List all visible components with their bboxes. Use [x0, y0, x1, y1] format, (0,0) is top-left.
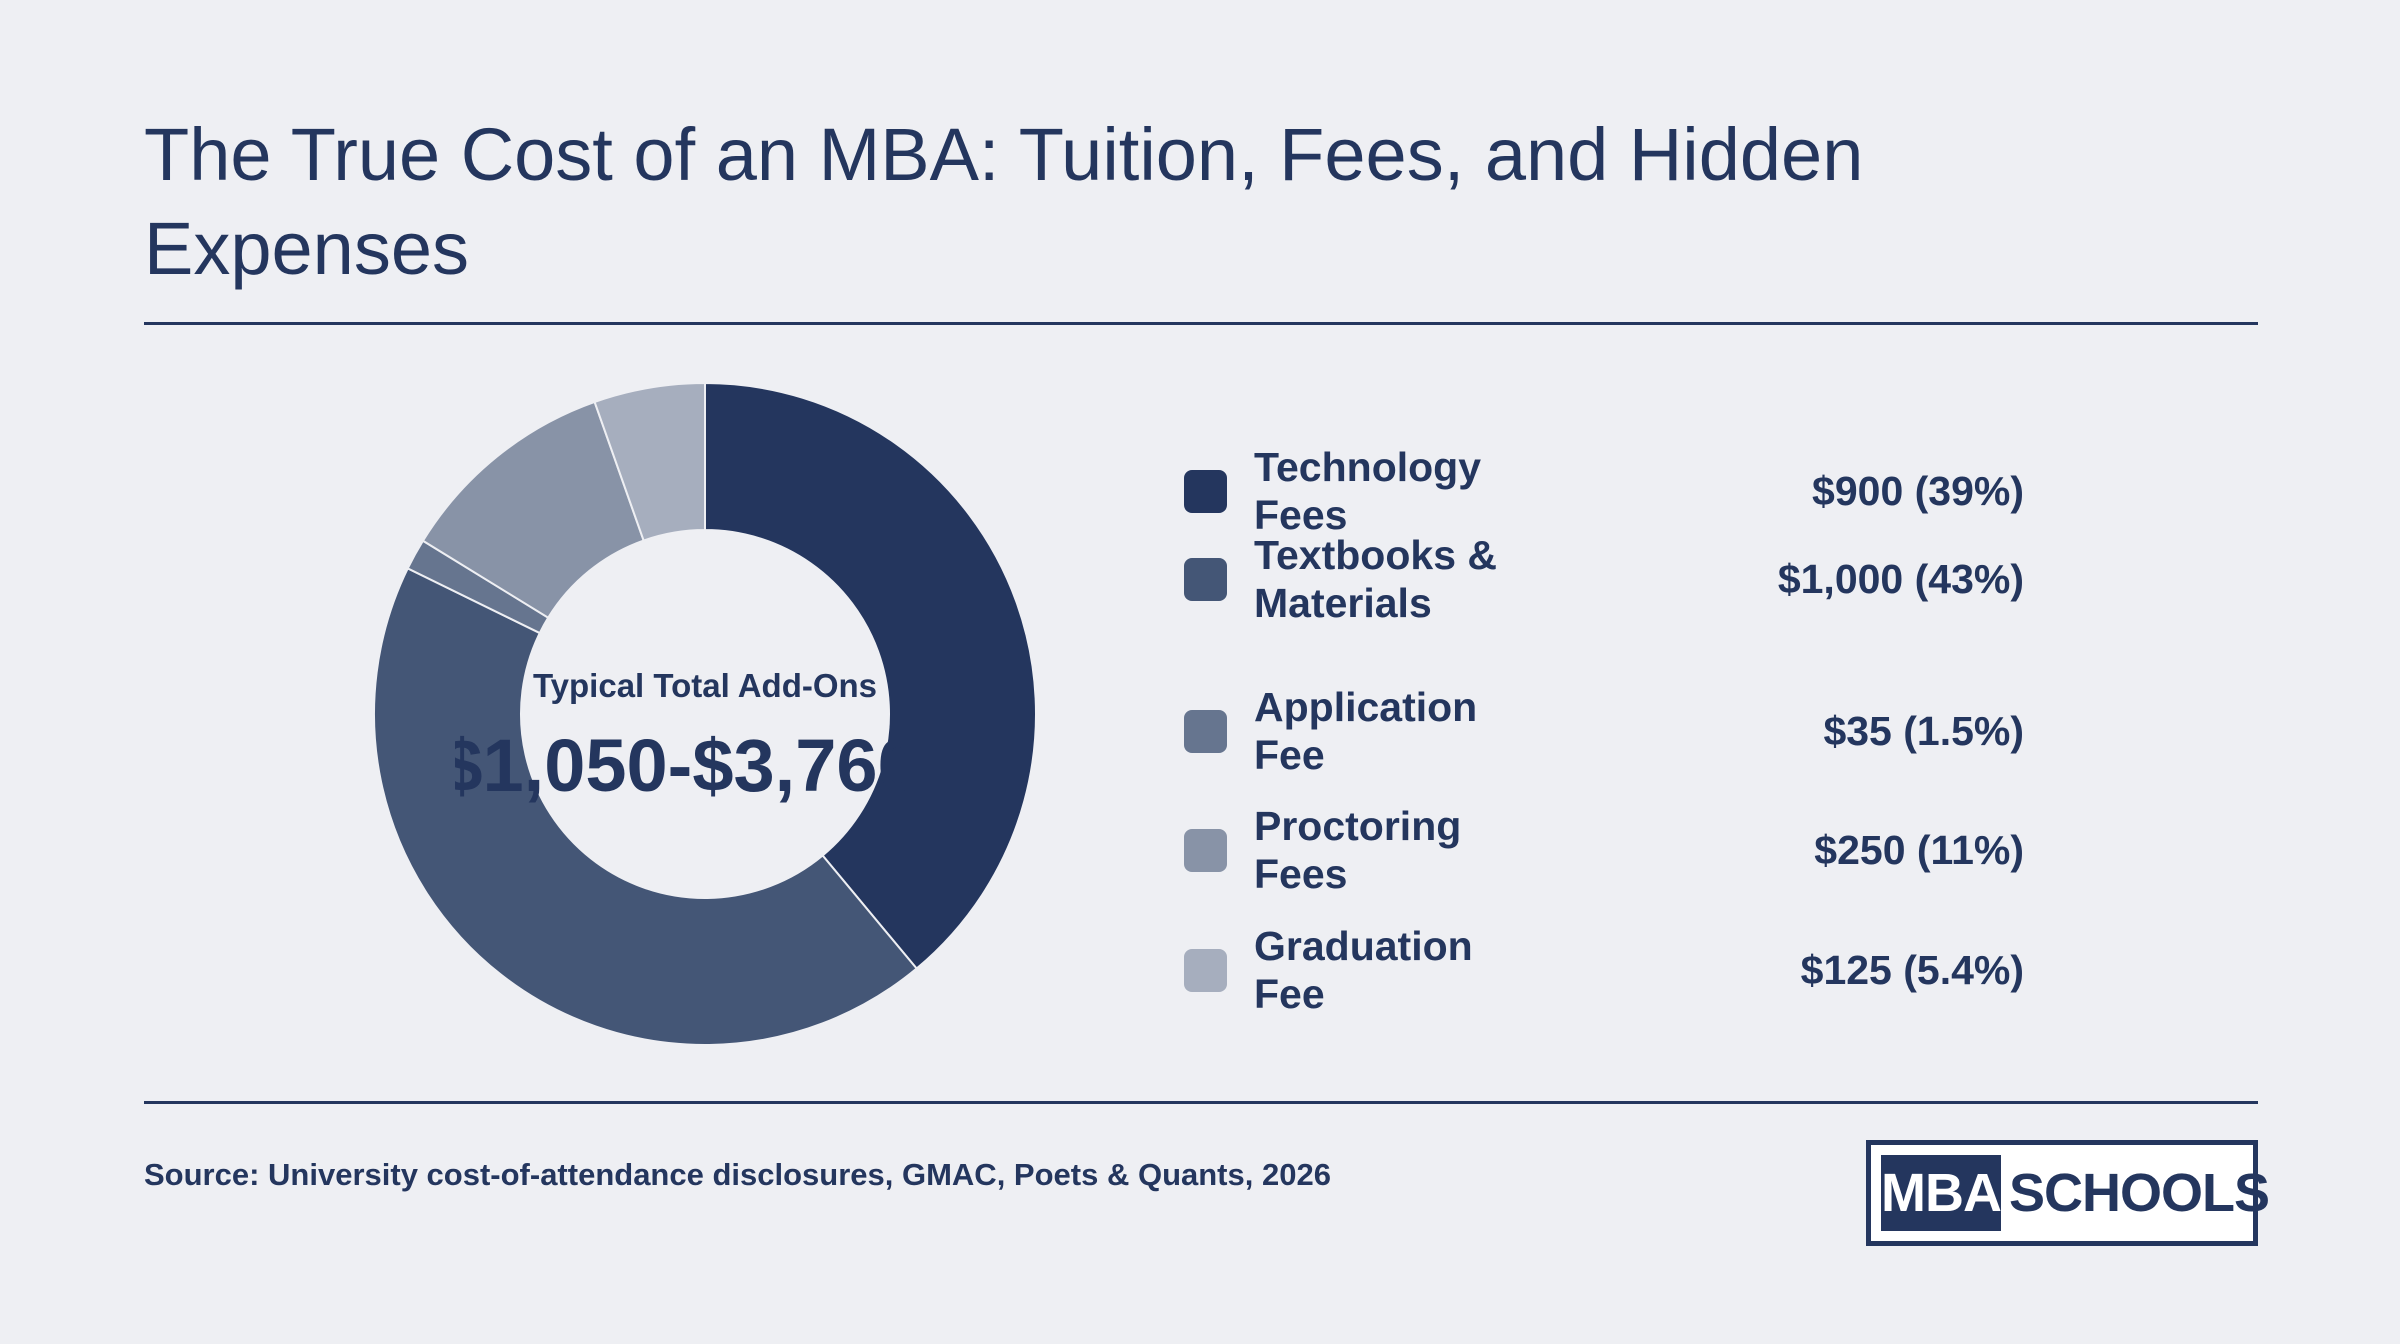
legend-label: Proctoring Fees	[1254, 803, 1462, 897]
donut-center-value: $1,050-$3,760	[455, 723, 905, 807]
mba-schools-logo: MBA SCHOOLS	[1866, 1140, 2270, 1246]
bottom-divider	[144, 1101, 2258, 1104]
legend-label: Technology Fees	[1254, 444, 1482, 538]
logo-schools-text: SCHOOLS	[2008, 1163, 2270, 1223]
legend-value: $1,000 (43%)	[1777, 555, 2024, 602]
legend-item-textbooks-materials: Textbooks & Materials $1,000 (43%)	[1184, 531, 2024, 627]
donut-center-label: Typical Total Add-Ons	[532, 667, 878, 704]
legend-item-technology-fees: Technology Fees $900 (39%)	[1184, 443, 2024, 539]
top-divider	[144, 322, 2258, 325]
source-note: Source: University cost-of-attendance di…	[144, 1157, 1331, 1192]
donut-center-value-clip: $1,050-$3,760	[455, 700, 905, 830]
legend-value: $250 (11%)	[1814, 826, 2024, 873]
legend-swatch	[1184, 557, 1227, 601]
legend-item-graduation-fee: Graduation Fee $125 (5.4%)	[1184, 922, 2024, 1018]
legend-value: $125 (5.4%)	[1800, 946, 2024, 993]
legend-label: Graduation Fee	[1254, 923, 1473, 1017]
legend-item-proctoring-fees: Proctoring Fees $250 (11%)	[1184, 802, 2024, 898]
legend-label: Application Fee	[1254, 684, 1478, 778]
legend-item-application-fee: Application Fee $35 (1.5%)	[1184, 683, 2024, 779]
donut-chart	[373, 381, 1037, 1046]
page-title: The True Cost of an MBA: Tuition, Fees, …	[144, 113, 1864, 290]
legend-swatch	[1184, 948, 1227, 992]
legend-swatch	[1184, 469, 1227, 513]
legend-label: Textbooks & Materials	[1254, 532, 1497, 626]
legend-swatch	[1184, 709, 1227, 753]
legend-value: $900 (39%)	[1812, 467, 2024, 514]
legend-swatch	[1184, 828, 1227, 872]
donut-slice-graduation-fee	[593, 381, 706, 542]
donut-slice-technology-fees	[704, 381, 1037, 970]
donut-slice-textbooks-materials	[373, 567, 919, 1046]
logo-mba-text: MBA	[1881, 1155, 2002, 1231]
legend-value: $35 (1.5%)	[1823, 707, 2024, 754]
